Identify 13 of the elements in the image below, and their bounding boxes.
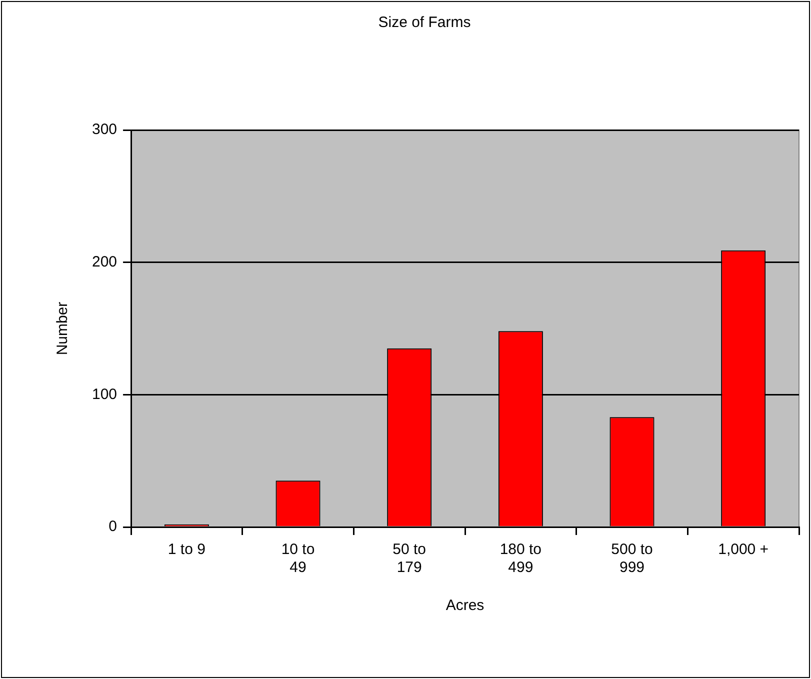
x-tick-label: 1 to 9 [168, 541, 206, 558]
x-axis-title: Acres [446, 597, 484, 614]
x-tick-label: 10 to 49 [281, 541, 315, 576]
y-tick-label: 100 [92, 386, 118, 403]
chart-title: Size of Farms [378, 14, 471, 32]
y-axis-title: Number [54, 302, 72, 356]
x-tick-label: 180 to 499 [500, 541, 542, 576]
x-tick-label: 50 to 179 [392, 541, 426, 576]
y-tick-label: 0 [108, 518, 118, 536]
x-tick-label: 1,000 + [718, 541, 769, 558]
y-tick-label: 300 [92, 121, 118, 138]
y-tick-label: 200 [92, 253, 118, 270]
x-tick-label: 500 to 999 [611, 541, 653, 576]
